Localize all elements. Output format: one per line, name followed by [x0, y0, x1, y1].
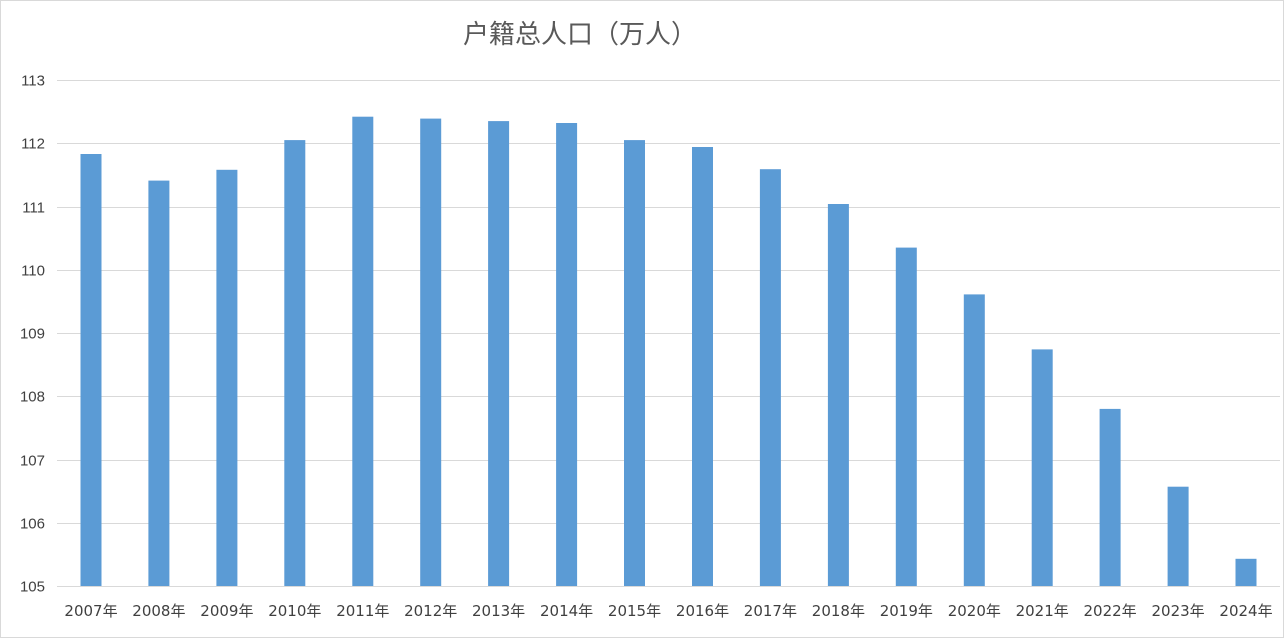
bar — [1099, 408, 1121, 586]
x-tick-label: 2008年 — [132, 602, 185, 620]
bar — [759, 169, 781, 586]
x-tick-label: 2018年 — [812, 602, 865, 620]
x-tick-label: 2022年 — [1084, 602, 1137, 620]
bar — [1235, 558, 1257, 586]
bar-series — [80, 116, 1257, 587]
y-tick-label: 107 — [20, 453, 45, 470]
y-tick-label: 105 — [20, 579, 45, 596]
y-tick-label: 111 — [22, 200, 45, 217]
y-tick-label: 109 — [20, 326, 45, 343]
grid-lines — [57, 80, 1280, 587]
bar — [692, 147, 713, 586]
x-tick-label: 2020年 — [948, 602, 1001, 620]
bar — [1167, 486, 1189, 586]
bar — [1031, 349, 1053, 586]
bar — [963, 294, 985, 586]
x-axis-ticks: 2007年 2008年 2009年 2010年 2011年 2012年 2013年 2014年… — [64, 602, 1272, 620]
x-tick-label: 2017年 — [744, 602, 797, 620]
bar — [284, 140, 306, 586]
chart-title: 户籍总人口（万人） — [463, 20, 697, 50]
y-tick-label: 112 — [21, 136, 45, 153]
bar — [148, 180, 170, 586]
y-tick-label: 108 — [20, 389, 45, 406]
x-tick-label: 2023年 — [1152, 602, 1205, 620]
y-tick-label: 113 — [21, 73, 45, 90]
bar — [556, 123, 578, 586]
x-tick-label: 2011年 — [336, 602, 389, 620]
x-tick-label: 2016年 — [676, 602, 729, 620]
x-tick-label: 2024年 — [1219, 602, 1272, 620]
bar — [80, 154, 102, 586]
y-tick-label: 106 — [20, 516, 45, 533]
bar — [488, 121, 510, 586]
x-tick-label: 2015年 — [608, 602, 661, 620]
bar — [895, 247, 917, 586]
x-tick-label: 2010年 — [268, 602, 321, 620]
x-tick-label: 2014年 — [540, 602, 593, 620]
x-tick-label: 2009年 — [200, 602, 253, 620]
x-tick-label: 2013年 — [472, 602, 525, 620]
bar — [216, 169, 238, 587]
bar — [624, 140, 645, 586]
x-tick-label: 2012年 — [404, 602, 457, 620]
y-axis-ticks: 105 106 107 108 109 110 111 112 113 — [20, 73, 45, 596]
x-tick-label: 2019年 — [880, 602, 933, 620]
bar — [420, 118, 442, 586]
y-tick-label: 110 — [21, 263, 45, 280]
bar — [827, 204, 849, 586]
x-tick-label: 2007年 — [64, 602, 117, 620]
bar — [352, 116, 374, 586]
x-tick-label: 2021年 — [1016, 602, 1069, 620]
